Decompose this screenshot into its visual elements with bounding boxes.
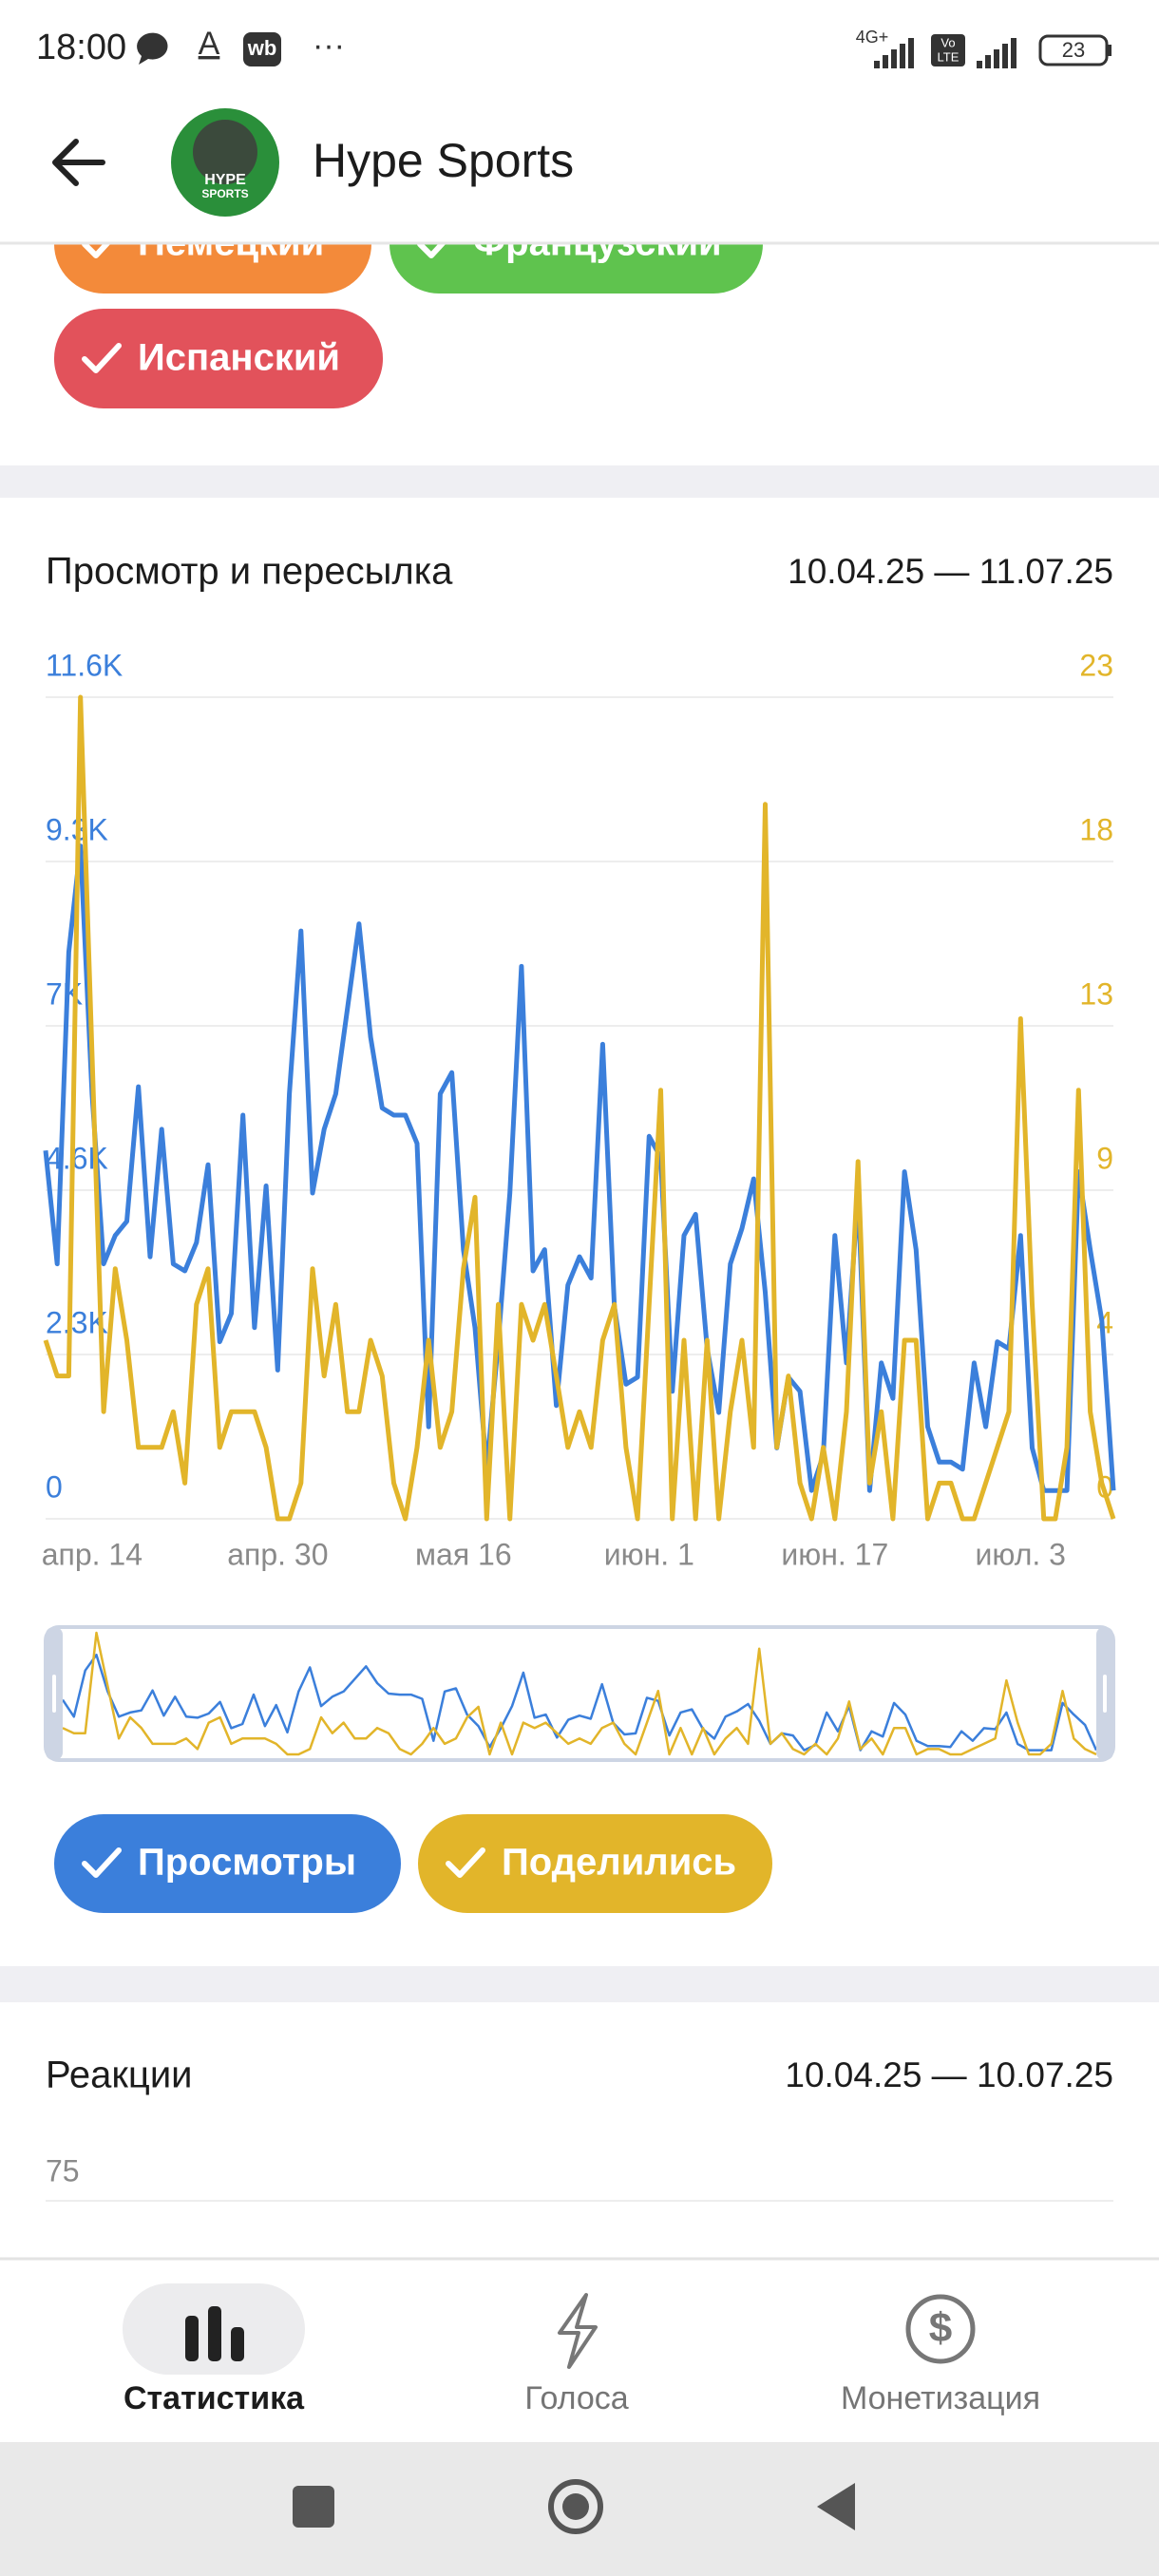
tab[interactable]: Статистика xyxy=(123,2283,305,2416)
y-tick-label: 0 xyxy=(46,1469,63,1504)
signal-bar xyxy=(891,49,897,68)
back-button[interactable] xyxy=(52,139,105,186)
stats-icon-bar xyxy=(208,2306,221,2361)
wb-badge xyxy=(243,32,281,66)
volte-box xyxy=(931,34,965,66)
check-icon xyxy=(82,1847,122,1878)
avatar-text: HYPE xyxy=(204,172,246,188)
chart-date-range: 10.04.25 — 11.07.25 xyxy=(788,552,1113,591)
chat-icon xyxy=(137,32,168,65)
y-tick-label: 2.3K xyxy=(46,1305,108,1339)
language-chip[interactable]: Испанский xyxy=(54,309,383,408)
legend-label: Просмотры xyxy=(138,1842,356,1884)
legend-toggle[interactable]: Поделились xyxy=(418,1814,772,1913)
tab-label: Статистика xyxy=(124,2380,305,2416)
chip-label: Испанский xyxy=(138,337,340,379)
x-tick-label: апр. 14 xyxy=(42,1537,142,1571)
status-icon-wb: wb xyxy=(247,36,277,60)
signal-bar xyxy=(883,55,888,68)
y-tick-label: 11.6K xyxy=(46,648,123,682)
section-separator xyxy=(0,465,1159,498)
tab-label: Голоса xyxy=(524,2380,628,2416)
chart-title: Просмотр и пересылка xyxy=(46,551,453,593)
series-line xyxy=(61,1653,1098,1752)
y2-tick-label: 13 xyxy=(1079,976,1113,1011)
battery-body xyxy=(1038,34,1109,66)
signal-bar xyxy=(977,61,982,68)
legend-toggle[interactable]: Просмотры xyxy=(54,1814,401,1913)
check-icon xyxy=(446,1847,485,1878)
avatar-text: SPORTS xyxy=(201,187,248,200)
legend-chip xyxy=(418,1814,772,1913)
series-line xyxy=(43,694,1116,1522)
x-tick-label: июн. 1 xyxy=(604,1537,694,1571)
volte-top: Vo xyxy=(940,35,955,49)
section-separator xyxy=(0,1966,1159,2002)
signal-bar xyxy=(1002,44,1008,68)
section-title: Реакции xyxy=(46,2055,193,2096)
back-nav-button[interactable] xyxy=(817,2483,855,2530)
y2-tick-label: 18 xyxy=(1079,812,1113,846)
x-tick-label: июл. 3 xyxy=(976,1537,1066,1571)
battery-tip xyxy=(1108,45,1112,56)
signal-bar xyxy=(994,49,999,68)
tab-label: Монетизация xyxy=(841,2380,1040,2416)
bottom-bar: Статистика Голоса $ Монетизация xyxy=(0,2257,1159,2576)
tab[interactable]: Голоса xyxy=(524,2293,629,2416)
legend-chip xyxy=(54,1814,401,1913)
avatar-inner xyxy=(193,120,257,184)
tab[interactable]: $ Монетизация xyxy=(841,2294,1040,2416)
home-button[interactable] xyxy=(548,2479,603,2534)
signal-bar xyxy=(1011,38,1016,68)
dollar-sign: $ xyxy=(929,2305,952,2352)
series-line xyxy=(43,843,1116,1493)
signal-bar xyxy=(985,55,991,68)
signal-bar xyxy=(908,38,914,68)
series-line xyxy=(62,1631,1097,1756)
volte-bottom: LTE xyxy=(938,49,960,64)
y2-tick-label: 23 xyxy=(1079,648,1113,682)
header-background xyxy=(0,0,1159,243)
stats-icon-bar xyxy=(185,2316,199,2361)
x-tick-label: июн. 17 xyxy=(781,1537,888,1571)
x-tick-label: апр. 30 xyxy=(227,1537,328,1571)
y-tick-label: 75 xyxy=(46,2153,80,2188)
status-more: ··· xyxy=(313,28,345,64)
legend-label: Поделились xyxy=(502,1842,736,1884)
battery-level: 23 xyxy=(1062,38,1085,62)
chip-background xyxy=(54,309,383,408)
check-icon xyxy=(82,343,122,373)
x-tick-label: мая 16 xyxy=(415,1537,512,1571)
stats-icon-bar xyxy=(231,2327,244,2361)
section-date-range: 10.04.25 — 10.07.25 xyxy=(785,2055,1113,2094)
home-button-dot xyxy=(562,2493,589,2520)
network-type: 4G+ xyxy=(856,28,889,47)
navigator-frame xyxy=(44,1625,1115,1762)
dollar-icon xyxy=(905,2294,976,2364)
recent-apps-button[interactable] xyxy=(293,2486,334,2528)
y2-tick-label: 9 xyxy=(1096,1141,1113,1175)
status-time: 18:00 xyxy=(36,28,126,67)
channel-title: Hype Sports xyxy=(313,134,574,187)
status-icon-a: A xyxy=(199,26,220,62)
signal-bar xyxy=(900,44,905,68)
signal-bar xyxy=(874,61,880,68)
lightning-icon xyxy=(558,2293,598,2369)
